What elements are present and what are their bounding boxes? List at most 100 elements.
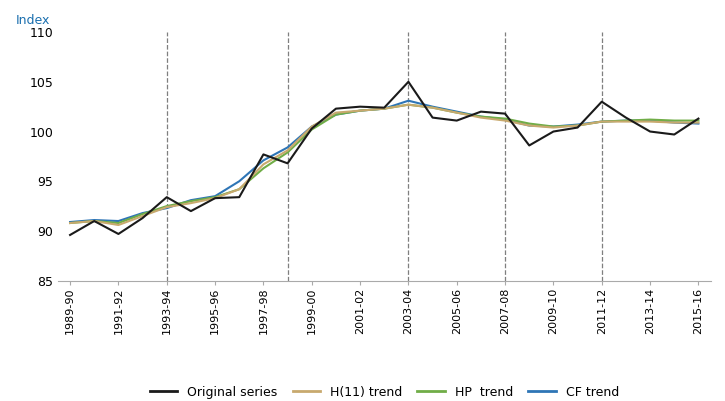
HP  trend <box>235 187 244 192</box>
HP  trend <box>694 118 703 123</box>
Original series <box>235 195 244 200</box>
Original series <box>162 195 171 200</box>
HP  trend <box>428 105 437 110</box>
CF trend <box>452 109 461 114</box>
Original series <box>211 196 220 200</box>
HP  trend <box>452 110 461 115</box>
HP  trend <box>162 204 171 209</box>
H(11) trend <box>90 219 99 223</box>
H(11) trend <box>259 162 268 167</box>
CF trend <box>114 219 123 223</box>
H(11) trend <box>621 119 630 124</box>
H(11) trend <box>452 110 461 115</box>
Original series <box>404 79 413 84</box>
HP  trend <box>114 221 123 225</box>
HP  trend <box>621 118 630 123</box>
Original series <box>380 105 389 110</box>
CF trend <box>476 114 485 119</box>
HP  trend <box>525 121 534 126</box>
H(11) trend <box>356 108 365 113</box>
CF trend <box>573 122 582 127</box>
Original series <box>621 115 630 120</box>
HP  trend <box>404 102 413 107</box>
HP  trend <box>380 106 389 111</box>
H(11) trend <box>307 124 316 129</box>
H(11) trend <box>66 221 75 225</box>
Original series <box>452 118 461 123</box>
Original series <box>597 99 606 104</box>
CF trend <box>138 211 147 215</box>
CF trend <box>162 206 171 211</box>
Original series <box>307 126 316 131</box>
H(11) trend <box>186 201 195 206</box>
Text: Index: Index <box>15 14 50 27</box>
CF trend <box>549 124 558 129</box>
Original series <box>476 109 485 114</box>
Original series <box>694 116 703 121</box>
HP  trend <box>307 127 316 132</box>
H(11) trend <box>162 205 171 209</box>
CF trend <box>211 194 220 198</box>
Original series <box>283 161 292 166</box>
Original series <box>525 143 534 148</box>
Line: Original series: Original series <box>70 82 698 235</box>
CF trend <box>331 112 340 117</box>
Original series <box>114 231 123 236</box>
H(11) trend <box>404 102 413 107</box>
Original series <box>646 129 655 134</box>
Original series <box>549 129 558 134</box>
HP  trend <box>356 108 365 113</box>
CF trend <box>428 104 437 109</box>
HP  trend <box>186 199 195 204</box>
CF trend <box>235 179 244 184</box>
H(11) trend <box>476 115 485 120</box>
Line: CF trend: CF trend <box>70 101 698 222</box>
Original series <box>501 111 510 116</box>
H(11) trend <box>525 123 534 128</box>
HP  trend <box>476 114 485 119</box>
Original series <box>331 106 340 111</box>
H(11) trend <box>501 118 510 123</box>
HP  trend <box>646 117 655 122</box>
CF trend <box>186 198 195 203</box>
CF trend <box>525 123 534 128</box>
Line: H(11) trend: H(11) trend <box>70 105 698 225</box>
CF trend <box>501 117 510 122</box>
HP  trend <box>331 112 340 117</box>
HP  trend <box>283 150 292 155</box>
CF trend <box>90 218 99 223</box>
HP  trend <box>259 166 268 171</box>
HP  trend <box>66 221 75 225</box>
CF trend <box>597 119 606 124</box>
Original series <box>670 132 679 137</box>
HP  trend <box>549 124 558 129</box>
H(11) trend <box>114 223 123 227</box>
H(11) trend <box>283 148 292 153</box>
CF trend <box>380 106 389 111</box>
CF trend <box>259 158 268 163</box>
H(11) trend <box>573 123 582 128</box>
CF trend <box>694 121 703 126</box>
HP  trend <box>211 195 220 200</box>
H(11) trend <box>211 196 220 200</box>
H(11) trend <box>670 120 679 125</box>
CF trend <box>404 98 413 103</box>
H(11) trend <box>549 125 558 130</box>
Original series <box>66 233 75 237</box>
Original series <box>186 209 195 213</box>
Original series <box>356 104 365 109</box>
Original series <box>90 219 99 223</box>
HP  trend <box>670 118 679 123</box>
CF trend <box>307 124 316 129</box>
H(11) trend <box>138 214 147 219</box>
CF trend <box>66 220 75 225</box>
H(11) trend <box>646 119 655 124</box>
Original series <box>573 125 582 130</box>
CF trend <box>356 108 365 113</box>
HP  trend <box>90 219 99 223</box>
CF trend <box>646 118 655 123</box>
Original series <box>428 115 437 120</box>
H(11) trend <box>694 120 703 125</box>
Original series <box>138 216 147 221</box>
CF trend <box>621 118 630 123</box>
